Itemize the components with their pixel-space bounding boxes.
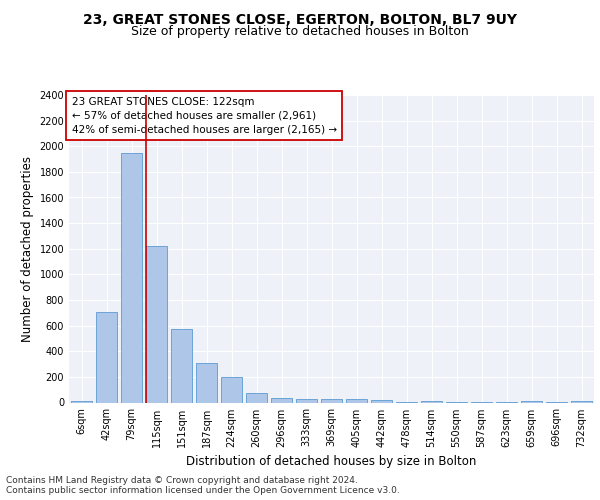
Bar — [271, 398, 292, 402]
Bar — [146, 246, 167, 402]
Bar — [221, 377, 242, 402]
Text: 23, GREAT STONES CLOSE, EGERTON, BOLTON, BL7 9UY: 23, GREAT STONES CLOSE, EGERTON, BOLTON,… — [83, 12, 517, 26]
Bar — [71, 401, 92, 402]
Bar — [96, 312, 117, 402]
Bar — [371, 400, 392, 402]
Bar — [196, 364, 217, 403]
Bar — [321, 400, 342, 402]
Bar — [346, 398, 367, 402]
Text: 23 GREAT STONES CLOSE: 122sqm
← 57% of detached houses are smaller (2,961)
42% o: 23 GREAT STONES CLOSE: 122sqm ← 57% of d… — [71, 96, 337, 134]
Y-axis label: Number of detached properties: Number of detached properties — [21, 156, 34, 342]
Text: Size of property relative to detached houses in Bolton: Size of property relative to detached ho… — [131, 25, 469, 38]
Bar — [421, 401, 442, 402]
Text: Contains HM Land Registry data © Crown copyright and database right 2024.
Contai: Contains HM Land Registry data © Crown c… — [6, 476, 400, 495]
Bar — [571, 401, 592, 402]
Bar — [171, 329, 192, 402]
Bar — [521, 401, 542, 402]
Bar — [246, 393, 267, 402]
X-axis label: Distribution of detached houses by size in Bolton: Distribution of detached houses by size … — [187, 455, 476, 468]
Bar — [121, 152, 142, 402]
Bar — [296, 398, 317, 402]
